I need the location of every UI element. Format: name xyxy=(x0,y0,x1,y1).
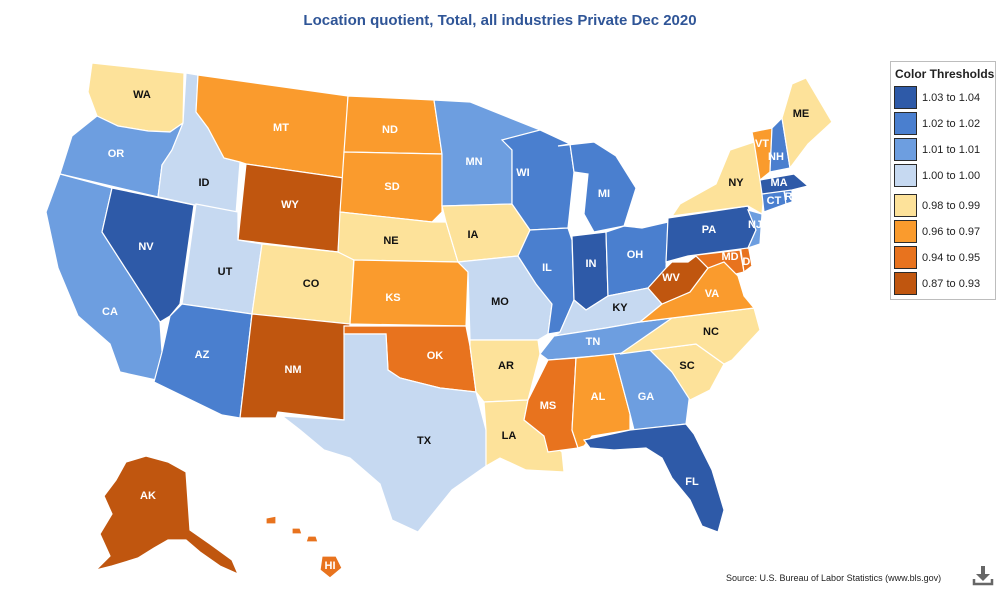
legend-label: 0.96 to 0.97 xyxy=(922,225,981,238)
download-icon[interactable] xyxy=(972,564,994,586)
legend-swatch xyxy=(894,220,917,243)
legend-item[interactable]: 0.94 to 0.95 xyxy=(894,246,980,269)
state-SD[interactable] xyxy=(339,151,443,223)
legend-item[interactable]: 0.98 to 0.99 xyxy=(894,194,980,217)
state-NC[interactable] xyxy=(619,307,761,365)
state-RI[interactable] xyxy=(783,189,793,205)
state-AK[interactable] xyxy=(94,455,240,576)
state-HI[interactable] xyxy=(265,515,343,579)
state-ME[interactable] xyxy=(781,77,833,170)
legend-swatch xyxy=(894,246,917,269)
legend-swatch xyxy=(894,272,917,295)
legend-item[interactable]: 1.03 to 1.04 xyxy=(894,86,980,109)
legend-label: 0.98 to 0.99 xyxy=(922,199,981,212)
state-FL[interactable] xyxy=(582,423,725,533)
state-NE[interactable] xyxy=(337,211,459,263)
legend-label: 1.03 to 1.04 xyxy=(922,91,981,104)
state-IN[interactable] xyxy=(571,231,609,311)
legend-swatch xyxy=(894,194,917,217)
state-AR[interactable] xyxy=(469,339,541,403)
download-arrow-icon xyxy=(972,566,994,586)
legend-item[interactable]: 1.00 to 1.00 xyxy=(894,164,980,187)
legend-swatch xyxy=(894,112,917,135)
state-MI[interactable] xyxy=(557,141,637,233)
legend-label: 1.01 to 1.01 xyxy=(922,143,981,156)
legend-swatch xyxy=(894,164,917,187)
state-KS[interactable] xyxy=(349,259,469,327)
map-title: Location quotient, Total, all industries… xyxy=(303,12,697,29)
legend-title: Color Thresholds xyxy=(895,67,995,81)
state-WY[interactable] xyxy=(237,163,345,253)
legend-item[interactable]: 1.02 to 1.02 xyxy=(894,112,980,135)
legend-label: 1.00 to 1.00 xyxy=(922,169,981,182)
state-ND[interactable] xyxy=(343,95,443,155)
state-AZ[interactable] xyxy=(153,303,253,419)
legend-item[interactable]: 0.87 to 0.93 xyxy=(894,272,980,295)
state-CO[interactable] xyxy=(251,243,355,325)
source-note: Source: U.S. Bureau of Labor Statistics … xyxy=(726,573,942,583)
state-TX[interactable] xyxy=(280,333,487,533)
legend-swatch xyxy=(894,86,917,109)
state-NM[interactable] xyxy=(239,313,351,421)
state-VT[interactable] xyxy=(751,127,773,182)
color-thresholds-legend: Color Thresholds 1.03 to 1.04 1.02 to 1.… xyxy=(890,61,996,300)
legend-item[interactable]: 1.01 to 1.01 xyxy=(894,138,980,161)
state-IL[interactable] xyxy=(517,227,575,335)
state-MA[interactable] xyxy=(759,173,810,195)
legend-item[interactable]: 0.96 to 0.97 xyxy=(894,220,980,243)
legend-swatch xyxy=(894,138,917,161)
legend-label: 1.02 to 1.02 xyxy=(922,117,981,130)
state-NY[interactable] xyxy=(670,141,765,217)
legend-label: 0.87 to 0.93 xyxy=(922,277,981,290)
state-IA[interactable] xyxy=(441,203,531,263)
legend-label: 0.94 to 0.95 xyxy=(922,251,981,264)
state-MD[interactable] xyxy=(687,249,745,275)
